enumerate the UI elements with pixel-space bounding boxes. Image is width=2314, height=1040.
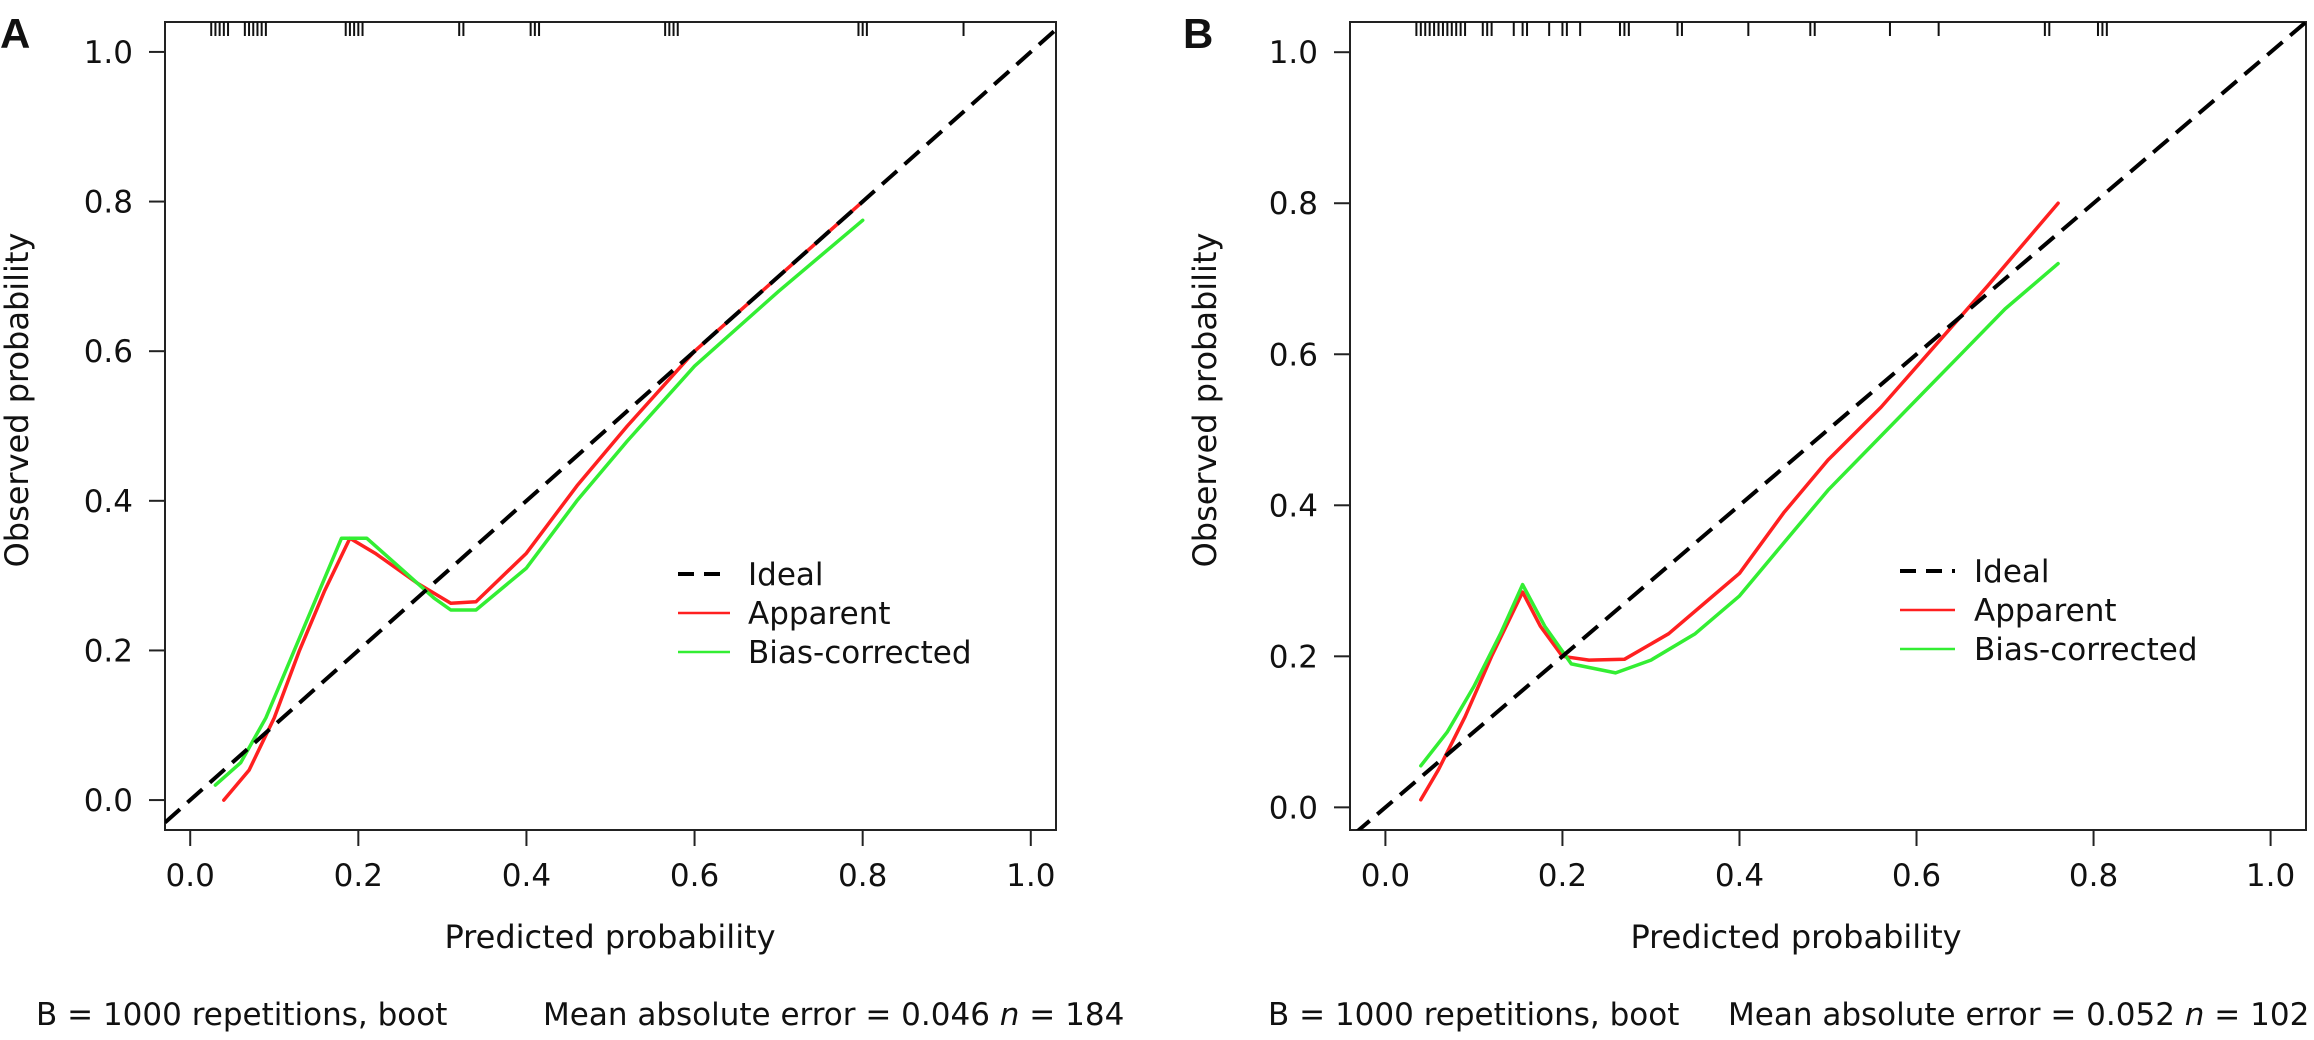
plot-frame [164, 21, 1057, 831]
legend-label: Apparent [748, 596, 891, 632]
y-tick-label: 0.4 [84, 484, 133, 520]
calibration-panel-b: B 0.0 0.2 0.4 0.6 0.8 1.0 0.0 0.2 0.4 0.6 0.8 1.0 Pre… [1183, 10, 2309, 1033]
y-tick-label: 0.8 [84, 185, 133, 221]
y-tick-label: 1.0 [84, 35, 133, 71]
y-tick-label: 0.4 [1269, 488, 1318, 524]
x-tick-label: 1.0 [1006, 858, 1055, 894]
panel-label: B [1183, 10, 1213, 57]
x-axis-label: Predicted probability [444, 918, 775, 956]
y-tick-label: 0.6 [1269, 337, 1318, 373]
calibration-panel-a: A 0.0 0.2 0.4 0.6 0.8 1.0 0.0 0.2 0.4 0.6 0.8 1.0 Pre… [0, 10, 1124, 1033]
footer-mae-text: Mean absolute error = 0.052 [1728, 997, 2185, 1033]
x-axis-label: Predicted probability [1630, 918, 1961, 956]
footer-n-symbol: n [1000, 997, 1020, 1033]
plot-frame [1349, 21, 2307, 831]
y-tick-label: 0.8 [1269, 186, 1318, 222]
series-line-bias-corrected [1419, 261, 2060, 768]
y-axis-label: Observed probability [1186, 233, 1224, 568]
legend-label: Bias-corrected [748, 635, 972, 671]
x-tick-label: 0.6 [1892, 858, 1941, 894]
series-line-apparent [1419, 201, 2060, 802]
x-tick-label: 0.0 [1361, 858, 1410, 894]
footer-mean-error: Mean absolute error = 0.052 n = 102 [1728, 997, 2309, 1033]
panel-label: A [0, 10, 30, 57]
y-tick-label: 1.0 [1269, 35, 1318, 71]
y-tick-label: 0.2 [84, 633, 133, 669]
legend-label: Ideal [1974, 554, 2050, 590]
x-tick-label: 0.2 [1538, 858, 1587, 894]
x-tick-label: 0.2 [334, 858, 383, 894]
footer-repetitions: B = 1000 repetitions, boot [36, 997, 447, 1033]
x-tick-label: 0.4 [502, 858, 551, 894]
legend-label: Ideal [748, 557, 824, 593]
legend-label: Bias-corrected [1974, 632, 2198, 668]
x-tick-label: 0.8 [838, 858, 887, 894]
footer-n-symbol: n [2185, 997, 2205, 1033]
legend-label: Apparent [1974, 593, 2117, 629]
x-tick-label: 0.6 [670, 858, 719, 894]
x-tick-label: 0.8 [2069, 858, 2118, 894]
y-tick-label: 0.0 [84, 783, 133, 819]
x-tick-label: 0.0 [166, 858, 215, 894]
footer-mae-text: Mean absolute error = 0.046 [543, 997, 1000, 1033]
series-line-bias-corrected [213, 218, 865, 787]
series-line-apparent [222, 199, 865, 802]
y-axis-label: Observed probability [0, 233, 36, 568]
y-tick-label: 0.2 [1269, 639, 1318, 675]
footer-mean-error: Mean absolute error = 0.046 n = 184 [543, 997, 1124, 1033]
footer-repetitions: B = 1000 repetitions, boot [1268, 997, 1679, 1033]
footer-n-value: = 102 [2204, 997, 2309, 1033]
series-line-ideal [165, 28, 1056, 824]
x-tick-label: 1.0 [2246, 858, 2295, 894]
y-tick-label: 0.0 [1269, 790, 1318, 826]
x-tick-label: 0.4 [1715, 858, 1764, 894]
series-line-ideal [1355, 22, 2306, 830]
footer-n-value: = 184 [1019, 997, 1124, 1033]
y-tick-label: 0.6 [84, 334, 133, 370]
